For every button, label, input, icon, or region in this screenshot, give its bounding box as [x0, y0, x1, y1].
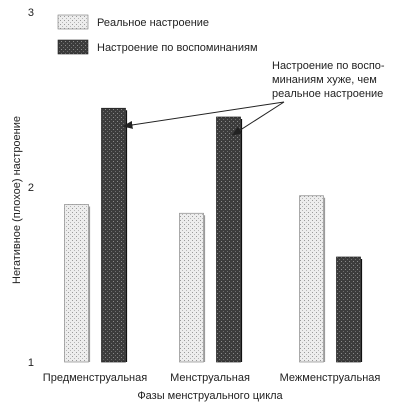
legend-label-recalled: Настроение по воспоминаниям	[97, 42, 258, 54]
x-category-label: Предменструальная	[43, 372, 147, 384]
annotation-arrows	[122, 101, 285, 136]
annotation-arrow	[231, 101, 285, 136]
y-axis-title: Негативное (плохое) настроение	[11, 116, 23, 284]
annotation: Настроение по воспо- минаниям хуже, чем …	[272, 60, 385, 100]
bar-recalled-0	[101, 107, 126, 363]
y-axis-ticks: 1 2 3	[28, 7, 34, 369]
legend-swatch-real	[57, 14, 89, 30]
x-category-label: Менструальная	[170, 372, 250, 384]
annotation-line-1: Настроение по воспо-	[272, 60, 385, 72]
bar-recalled-2	[336, 256, 361, 363]
bar-recalled-1	[216, 116, 241, 363]
bar-real-0	[64, 204, 89, 363]
y-tick-label: 3	[28, 7, 34, 19]
y-tick-label: 2	[28, 182, 34, 194]
legend-swatch-recalled	[57, 39, 89, 55]
bars	[64, 107, 363, 363]
x-category-label: Межменструальная	[280, 372, 381, 384]
legend: Реальное настроение Настроение по воспом…	[57, 14, 258, 55]
bar-real-2	[299, 195, 324, 363]
legend-label-real: Реальное настроение	[97, 17, 209, 29]
x-axis-title: Фазы менструального цикла	[137, 390, 283, 402]
bar-real-1	[179, 212, 204, 363]
x-axis-category-labels: Предменструальная Менструальная Межменстру…	[43, 372, 381, 384]
annotation-line-2: минаниям хуже, чем	[272, 74, 377, 86]
y-tick-label: 1	[28, 357, 34, 369]
annotation-arrow	[122, 101, 285, 129]
annotation-line-3: реальное настроение	[272, 88, 383, 100]
